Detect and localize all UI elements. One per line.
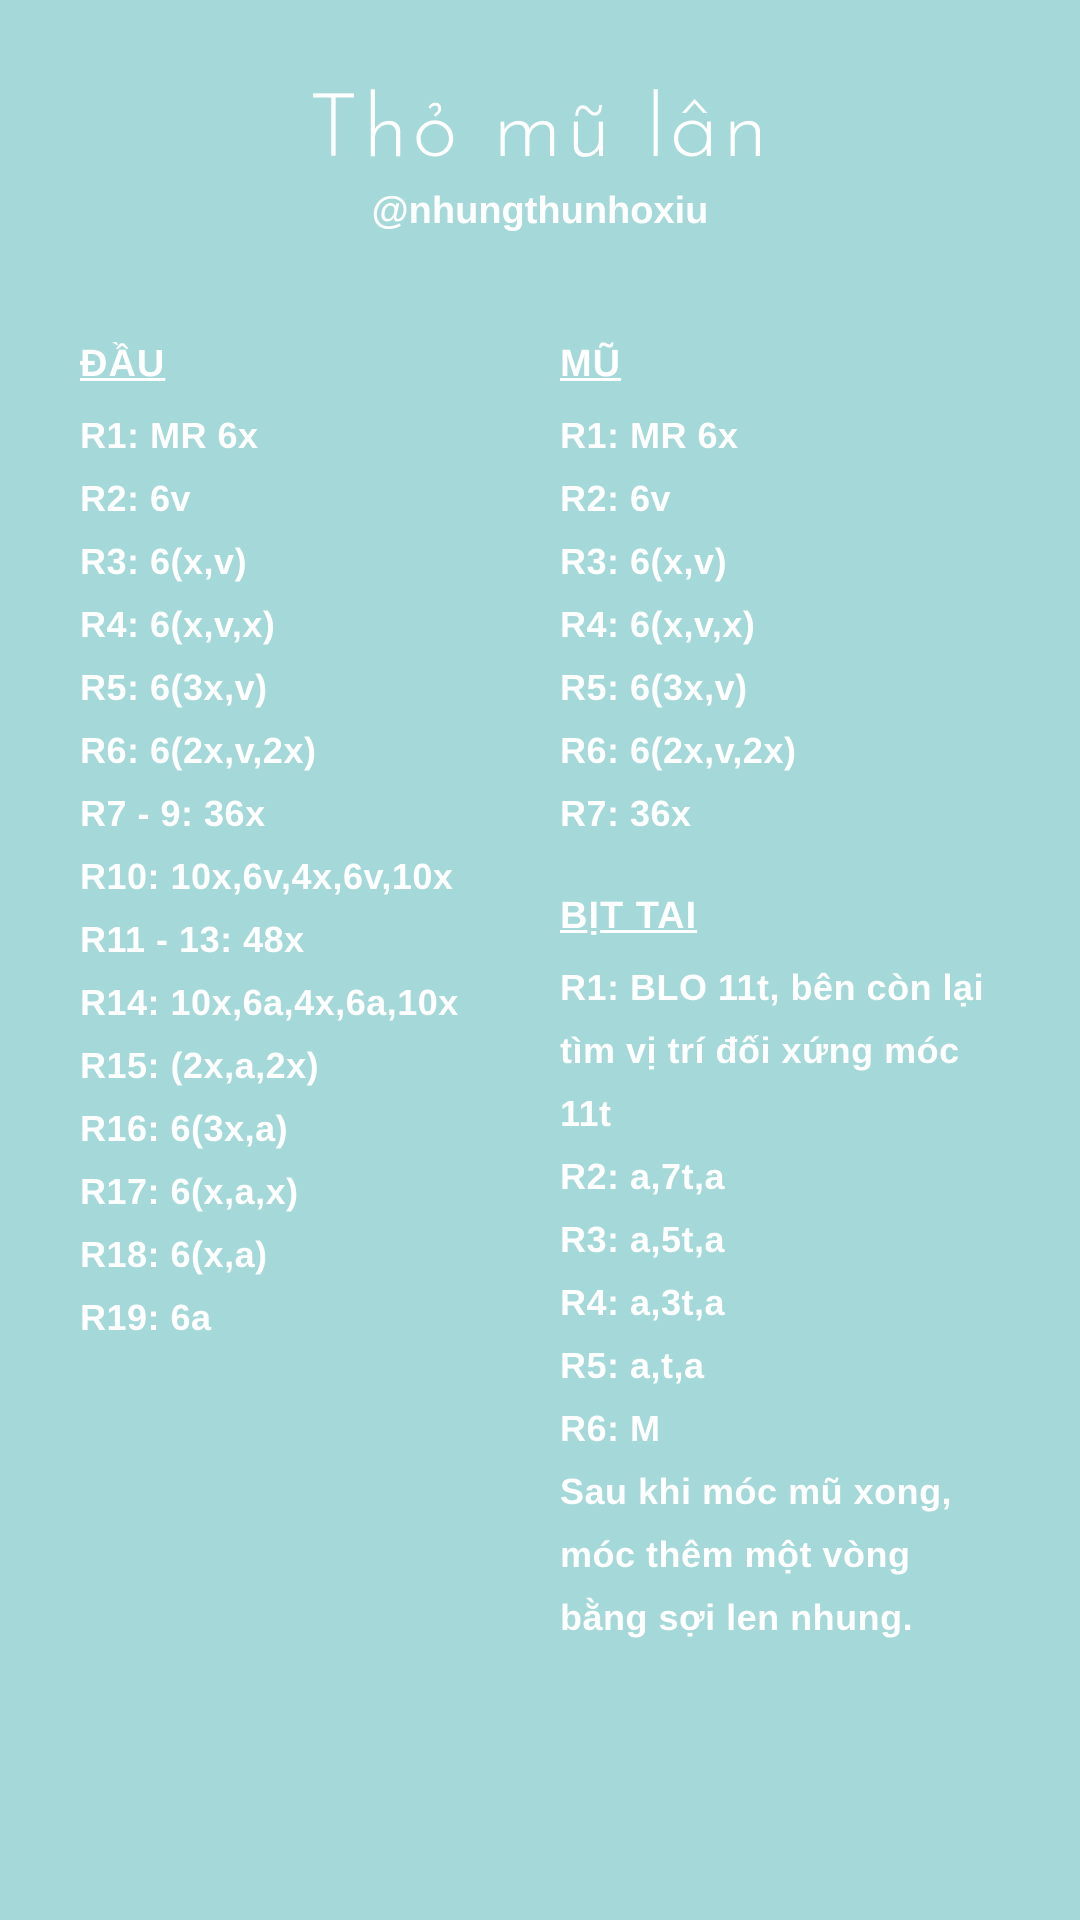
section-heading-dau: ĐẦU (80, 343, 520, 386)
pattern-row: R14: 10x,6a,4x,6a,10x (80, 971, 520, 1034)
pattern-row: R1: MR 6x (80, 404, 520, 467)
section-heading-bit-tai: BỊT TAI (560, 895, 1000, 938)
page-title: Thỏ mũ lân (80, 90, 1000, 178)
pattern-row: R1: MR 6x (560, 404, 1000, 467)
pattern-row: R18: 6(x,a) (80, 1223, 520, 1286)
author-handle: @nhungthunhoxiu (80, 190, 1000, 233)
pattern-row: R6: M (560, 1397, 1000, 1460)
pattern-page: Thỏ mũ lân @nhungthunhoxiu ĐẦU R1: MR 6x… (0, 0, 1080, 1920)
section-gap (560, 845, 1000, 895)
pattern-row: R3: 6(x,v) (80, 530, 520, 593)
pattern-row: R17: 6(x,a,x) (80, 1160, 520, 1223)
pattern-row: R15: (2x,a,2x) (80, 1034, 520, 1097)
left-column: ĐẦU R1: MR 6x R2: 6v R3: 6(x,v) R4: 6(x,… (80, 343, 520, 1649)
pattern-row: R4: 6(x,v,x) (560, 593, 1000, 656)
pattern-row: R2: a,7t,a (560, 1145, 1000, 1208)
pattern-row: R5: 6(3x,v) (560, 656, 1000, 719)
section-heading-mu: MŨ (560, 343, 1000, 386)
pattern-row: R7 - 9: 36x (80, 782, 520, 845)
pattern-row: R4: 6(x,v,x) (80, 593, 520, 656)
pattern-row: R3: 6(x,v) (560, 530, 1000, 593)
pattern-row: R4: a,3t,a (560, 1271, 1000, 1334)
pattern-row: R1: BLO 11t, bên còn lại tìm vị trí đối … (560, 956, 1000, 1145)
right-column: MŨ R1: MR 6x R2: 6v R3: 6(x,v) R4: 6(x,v… (560, 343, 1000, 1649)
pattern-row: R3: a,5t,a (560, 1208, 1000, 1271)
columns: ĐẦU R1: MR 6x R2: 6v R3: 6(x,v) R4: 6(x,… (80, 343, 1000, 1649)
pattern-row: R16: 6(3x,a) (80, 1097, 520, 1160)
pattern-row: R6: 6(2x,v,2x) (560, 719, 1000, 782)
pattern-row: R10: 10x,6v,4x,6v,10x (80, 845, 520, 908)
pattern-row: R5: 6(3x,v) (80, 656, 520, 719)
section-note: Sau khi móc mũ xong, móc thêm một vòng b… (560, 1460, 1000, 1649)
pattern-row: R7: 36x (560, 782, 1000, 845)
pattern-row: R2: 6v (560, 467, 1000, 530)
pattern-row: R2: 6v (80, 467, 520, 530)
pattern-row: R6: 6(2x,v,2x) (80, 719, 520, 782)
pattern-row: R5: a,t,a (560, 1334, 1000, 1397)
pattern-row: R19: 6a (80, 1286, 520, 1349)
pattern-row: R11 - 13: 48x (80, 908, 520, 971)
